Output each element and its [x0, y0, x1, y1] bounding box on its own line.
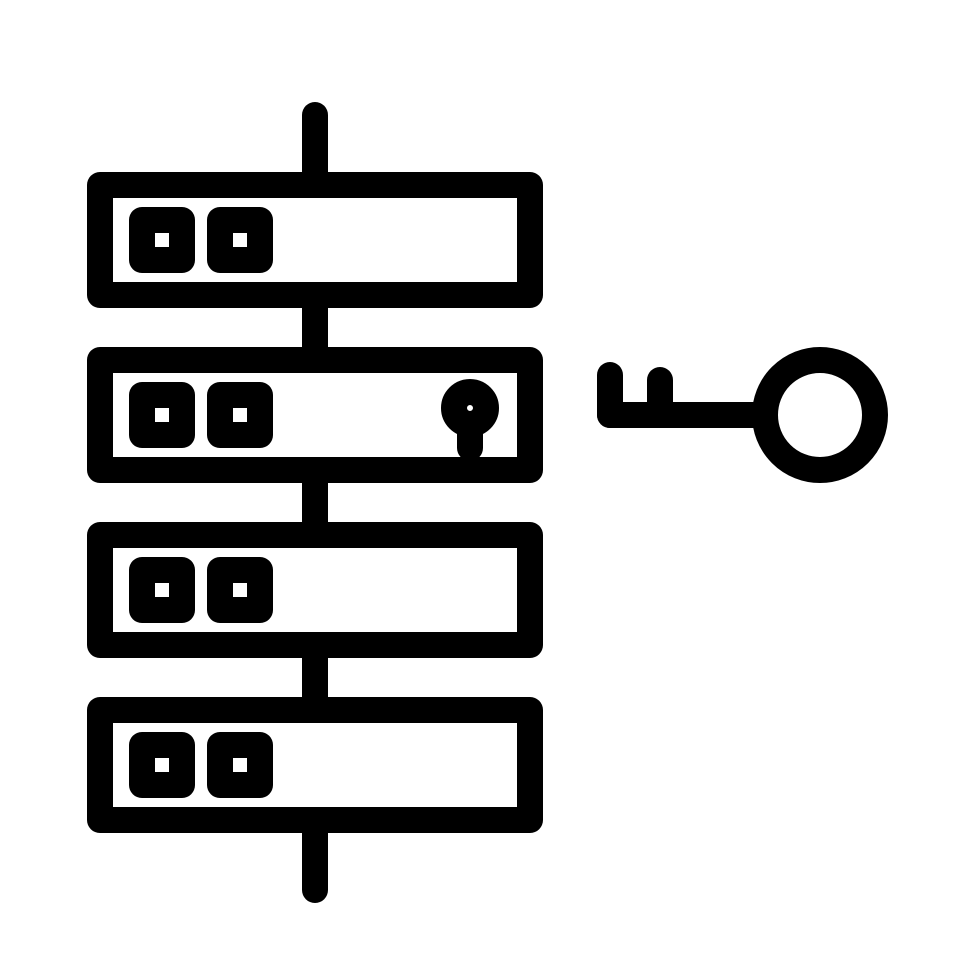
server-key-icon: [0, 0, 980, 980]
